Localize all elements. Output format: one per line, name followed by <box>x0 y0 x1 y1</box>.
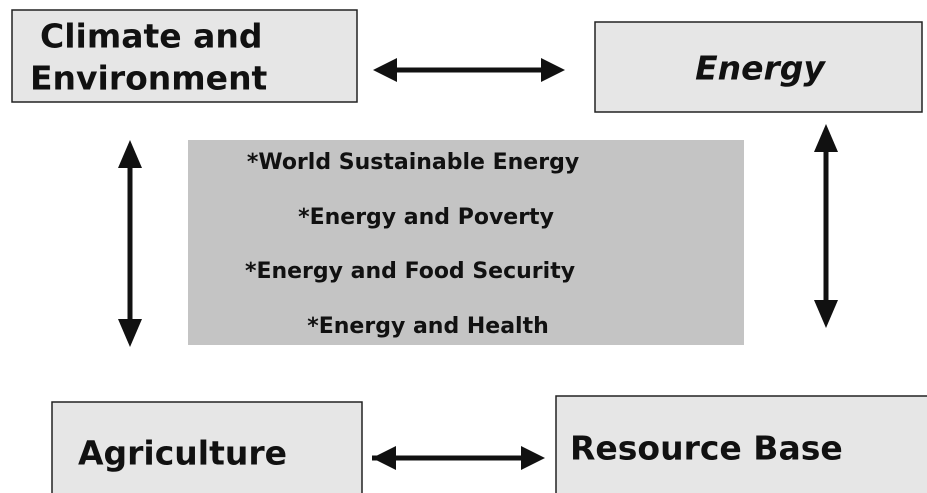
node-box <box>555 395 927 493</box>
center-item: *World Sustainable Energy <box>247 150 579 175</box>
center-item: *Energy and Poverty <box>298 205 554 230</box>
node-box <box>11 9 358 103</box>
arrow <box>118 140 142 347</box>
arrow <box>372 446 545 470</box>
node-box <box>594 21 923 113</box>
node-label: Climate and <box>40 17 263 56</box>
center-box <box>188 140 744 345</box>
node-box <box>51 401 363 493</box>
center-item: *Energy and Food Security <box>245 259 575 284</box>
arrow <box>814 124 838 328</box>
node-label: Environment <box>30 59 268 98</box>
arrow <box>373 58 565 82</box>
node-label: Agriculture <box>78 434 287 473</box>
node-label: Energy <box>695 49 826 88</box>
center-item: *Energy and Health <box>307 314 549 339</box>
node-label: Resource Base <box>570 429 843 468</box>
